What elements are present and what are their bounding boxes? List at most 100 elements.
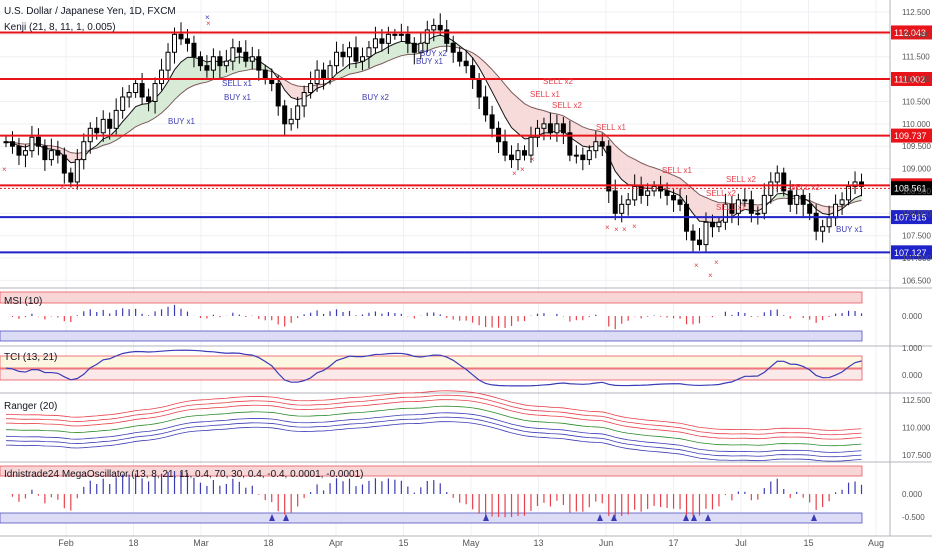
level-tag-text: 107.127: [894, 248, 927, 258]
y-tick-label: 108.500: [902, 187, 931, 196]
candle-up: [528, 136, 534, 156]
candle-up: [826, 217, 832, 228]
cloud-segment: [634, 159, 642, 188]
level-tag-text: 109.737: [894, 131, 927, 141]
candle-down: [813, 212, 819, 232]
candle-up: [113, 109, 119, 129]
ranger-line: [5, 399, 862, 440]
candle-down: [146, 96, 152, 102]
candle-down: [859, 181, 865, 187]
y-tick-label: 111.000: [902, 75, 930, 84]
candle-up: [347, 47, 353, 58]
signal-cross: ×: [530, 155, 535, 164]
candle-down: [139, 83, 145, 98]
candle-down: [35, 136, 41, 147]
mega-marker: [683, 514, 689, 521]
candle-up: [716, 221, 722, 228]
candle-up: [249, 56, 255, 62]
x-tick-label: Apr: [329, 538, 343, 548]
cloud-segment: [381, 46, 389, 64]
chart-background: [0, 0, 932, 537]
cloud-segment: [641, 162, 648, 189]
signal-cross: ×: [60, 183, 65, 192]
y-tick-label: 112.500: [902, 8, 931, 17]
ranger-tick: 112.500: [902, 396, 931, 405]
candle-up: [839, 199, 845, 205]
candle-up: [133, 83, 139, 94]
tci-label: TCI (13, 21): [4, 352, 58, 363]
candle-down: [560, 123, 566, 134]
candle-down: [463, 60, 469, 67]
mega-marker: [705, 514, 711, 521]
candle-up: [534, 127, 540, 138]
mega-marker: [811, 514, 817, 521]
tci-upper-band: [0, 355, 863, 369]
candle-up: [735, 199, 741, 214]
candle-up: [159, 69, 165, 85]
cloud-segment: [401, 41, 408, 56]
tci-lower-band: [0, 368, 863, 381]
candle-up: [541, 123, 547, 129]
candle-up: [586, 150, 592, 161]
candle-down: [696, 239, 702, 246]
cloud-segment: [388, 43, 395, 61]
cloud-segment: [122, 114, 130, 136]
level-tag: [891, 72, 932, 87]
time-axis: Feb 18 Mar 18 Apr 15 May 13 Jun 17 Jul 15 Aug: [58, 538, 884, 548]
candle-up: [152, 83, 158, 102]
signal-cross: ×: [632, 222, 637, 231]
candle-up: [314, 69, 320, 85]
cloud-segment: [284, 79, 292, 98]
candle-up: [774, 172, 780, 183]
y-tick-label: 110.500: [902, 97, 931, 106]
indicator-label: Kenji (21, 8, 11, 1, 0.005): [4, 22, 116, 33]
cloud-segment: [699, 194, 706, 222]
cloud-segment: [582, 126, 590, 148]
candle-down: [178, 33, 184, 40]
candle-up: [554, 123, 560, 134]
sell-signal: SELL x2: [543, 77, 573, 86]
ranger-tick: 107.500: [902, 451, 931, 460]
signal-cross: ×: [605, 223, 610, 232]
candle-up: [852, 181, 858, 187]
x-tick-label: 15: [398, 538, 408, 548]
candle-down: [729, 203, 735, 214]
y-tick-label: 107.500: [902, 232, 931, 241]
candle-up: [172, 33, 178, 53]
candle-up: [22, 150, 28, 156]
cloud-segment: [291, 83, 298, 100]
candle-down: [547, 123, 553, 134]
signal-cross: ×: [520, 165, 525, 174]
candle-down: [709, 221, 715, 228]
y-tick-label: 112.000: [902, 30, 931, 39]
x-tick-label: Jun: [599, 538, 614, 548]
candle-down: [236, 47, 242, 53]
candle-up: [418, 42, 424, 53]
x-tick-label: May: [462, 538, 480, 548]
buy-signal: BUY x1: [224, 93, 252, 102]
candle-down: [353, 47, 359, 62]
candle-up: [120, 96, 126, 111]
candle-up: [761, 194, 767, 214]
candle-up: [81, 141, 87, 161]
level-tag: [891, 245, 932, 260]
cloud-segment: [505, 84, 512, 128]
candle-up: [833, 203, 839, 219]
cloud-segment: [142, 103, 149, 124]
y-tick-label: 110.000: [902, 120, 931, 129]
tci-line: [5, 349, 862, 387]
candle-down: [243, 51, 249, 62]
cloud-segment: [109, 129, 117, 144]
signal-cross: ×: [694, 261, 699, 270]
candle-down: [781, 172, 787, 192]
cloud-segment: [855, 195, 862, 202]
symbol-title: U.S. Dollar / Japanese Yen, 1D, FXCM: [4, 6, 176, 17]
candle-up: [722, 203, 728, 223]
candle-down: [184, 38, 190, 44]
candle-down: [800, 194, 806, 205]
sell-signal: SELL x2: [552, 101, 582, 110]
cloud-segment: [777, 193, 784, 199]
x-tick-label: Aug: [868, 538, 884, 548]
